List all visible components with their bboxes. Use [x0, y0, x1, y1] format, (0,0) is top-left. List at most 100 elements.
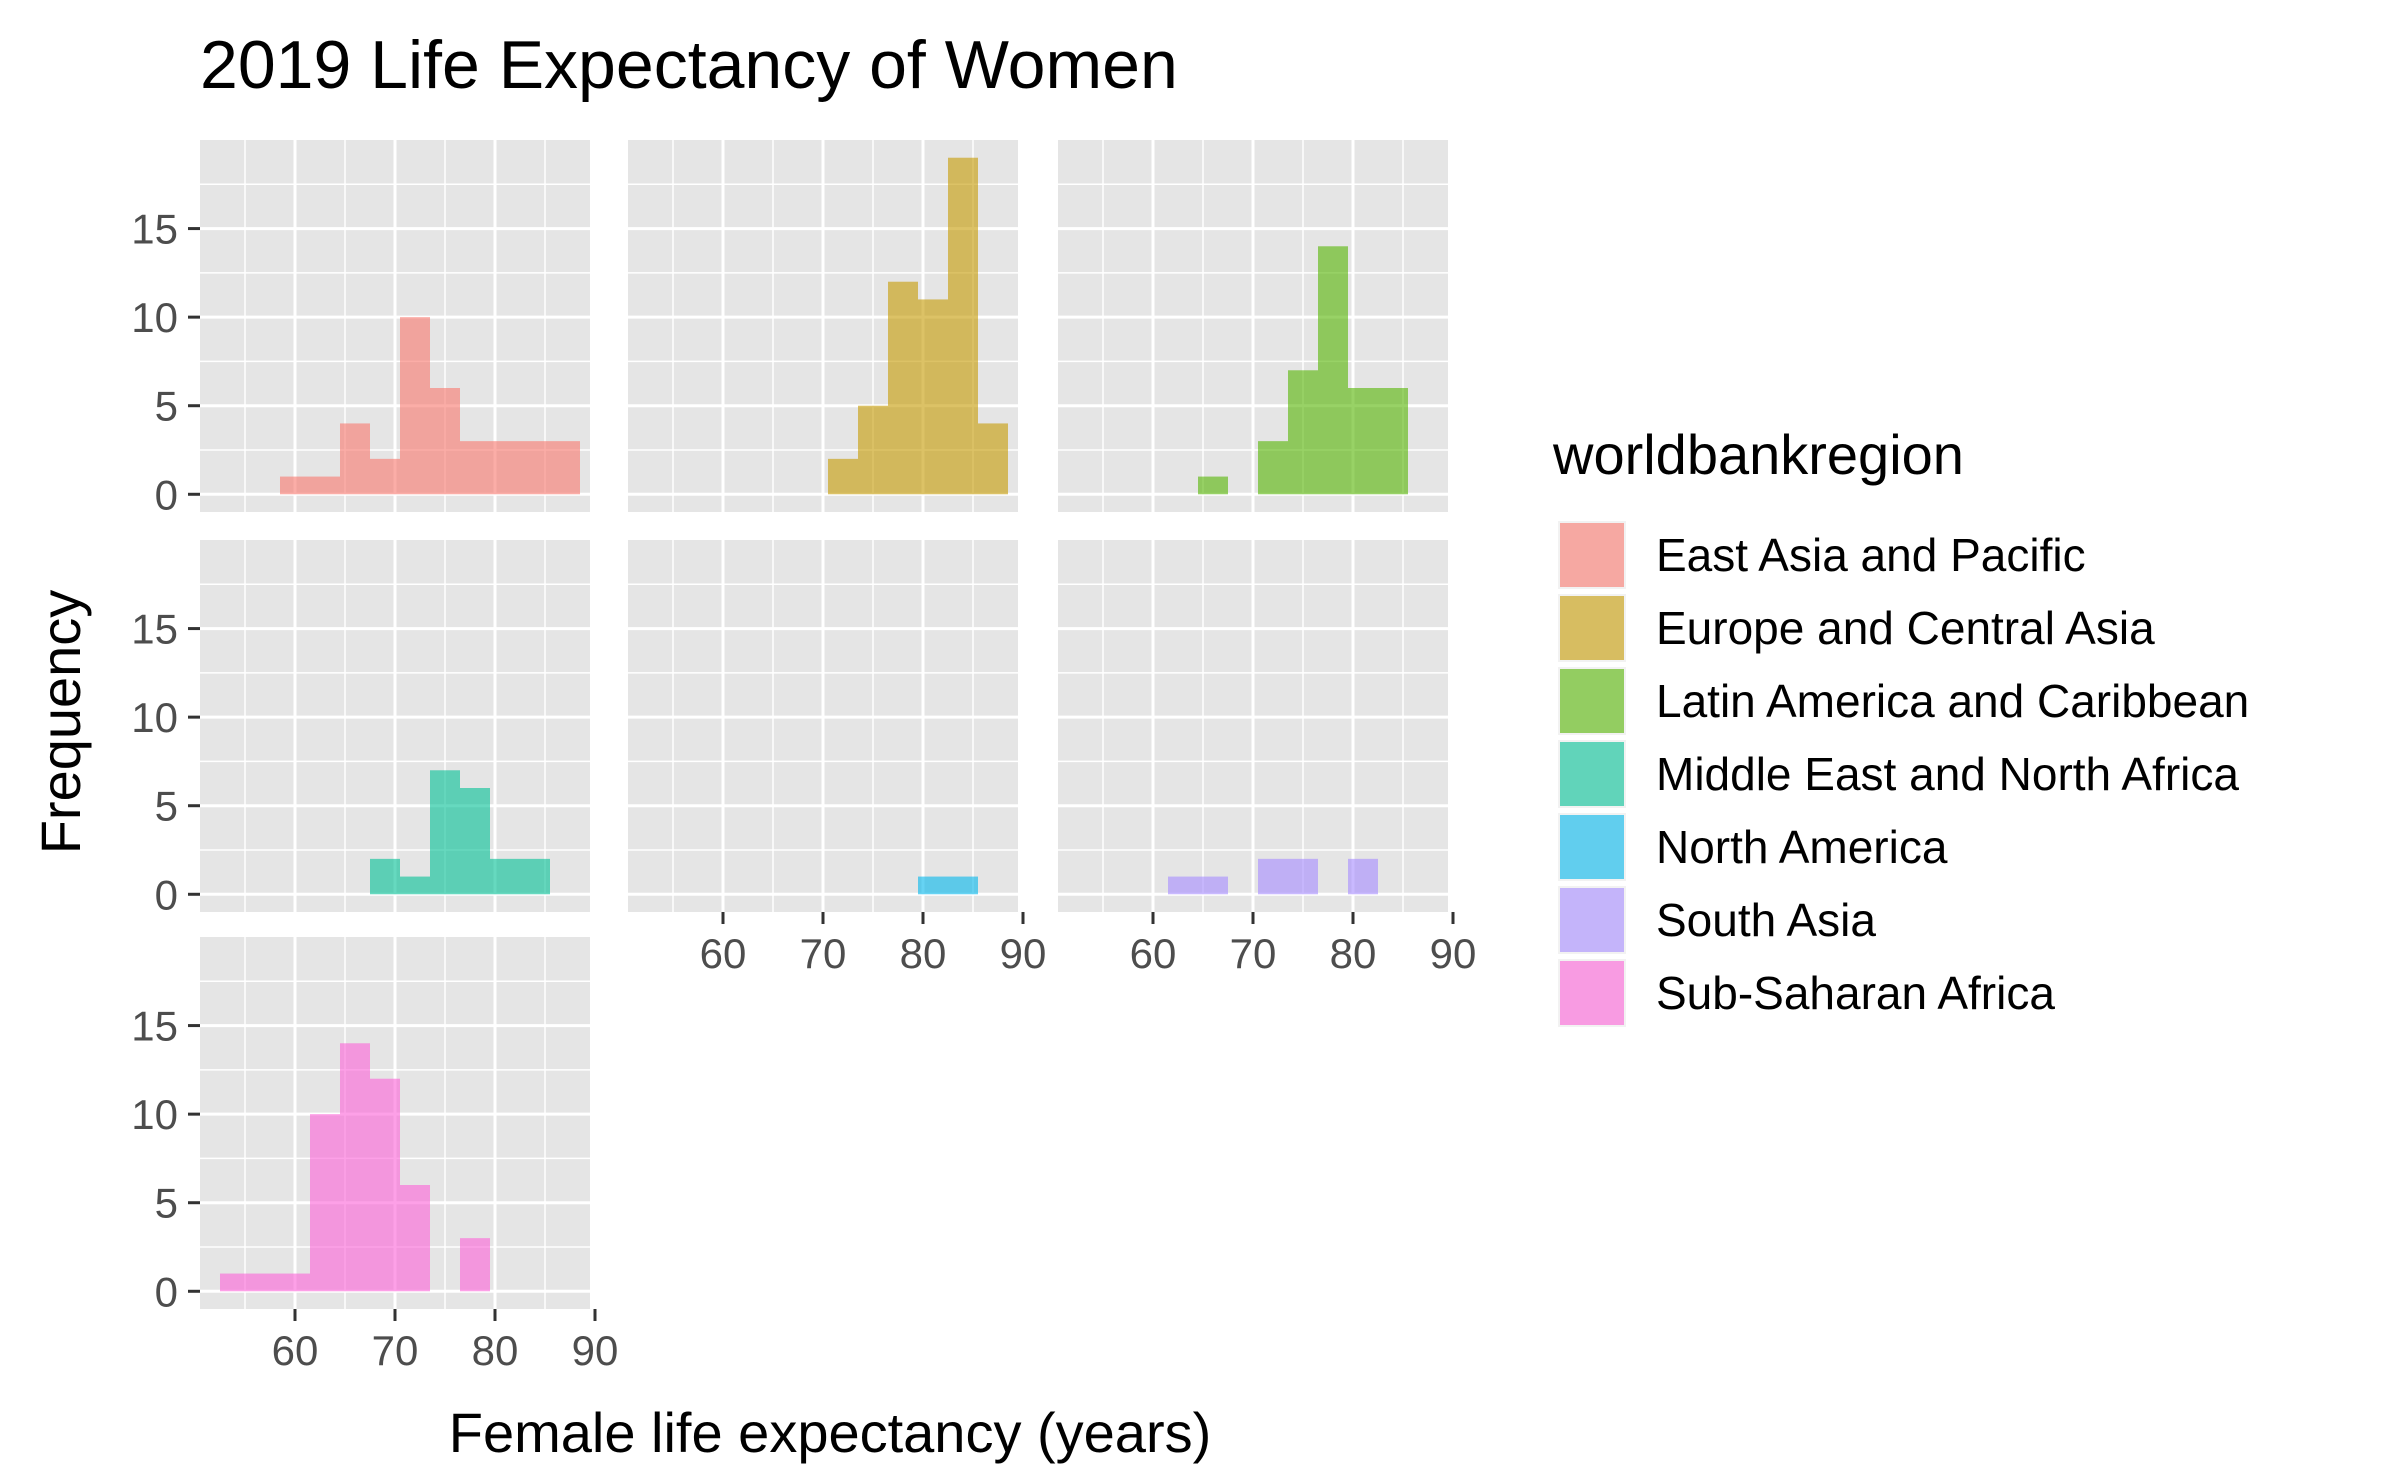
histogram-bar [918, 876, 948, 895]
histogram-bar [1198, 476, 1228, 495]
histogram-bar [400, 1185, 430, 1292]
x-tick-label: 70 [1230, 930, 1277, 977]
histogram-bar [460, 1238, 490, 1292]
facet-panel [628, 540, 1025, 912]
legend-swatch [1560, 596, 1624, 660]
histogram-bar [250, 1273, 280, 1292]
y-tick-label: 5 [155, 1180, 178, 1227]
facet-panel [200, 140, 597, 512]
histogram-bar [520, 441, 550, 495]
legend-swatch [1560, 815, 1624, 879]
histogram-bar [460, 441, 490, 495]
x-tick-label: 80 [1330, 930, 1377, 977]
legend-item: Latin America and Caribbean [1558, 667, 2249, 735]
legend-item: Sub-Saharan Africa [1558, 959, 2055, 1027]
histogram-bar [918, 299, 948, 495]
histogram-bar [370, 458, 400, 495]
histogram-bar [1348, 858, 1378, 895]
x-tick-label: 60 [700, 930, 747, 977]
legend-swatch [1560, 523, 1624, 587]
histogram-bar [858, 405, 888, 495]
x-axes: 60 70 80 90 60 70 80 90 60 70 80 90 [272, 912, 1477, 1374]
legend-item: East Asia and Pacific [1558, 521, 2086, 589]
legend-label: Sub-Saharan Africa [1656, 967, 2055, 1019]
histogram-bar [400, 876, 430, 895]
histogram-bar [550, 441, 580, 495]
legend-label: South Asia [1656, 894, 1876, 946]
y-tick-label: 15 [131, 1003, 178, 1050]
x-tick-label: 90 [1000, 930, 1047, 977]
histogram-bar [828, 458, 858, 495]
histogram-bar [1258, 858, 1288, 895]
histogram-bar [490, 858, 520, 895]
y-tick-label: 15 [131, 606, 178, 653]
legend-title: worldbankregion [1552, 423, 1964, 486]
y-tick-label: 0 [155, 871, 178, 918]
histogram-bar [520, 858, 550, 895]
x-axis-title: Female life expectancy (years) [449, 1401, 1212, 1464]
legend-swatch [1560, 888, 1624, 952]
x-tick-label: 70 [372, 1327, 419, 1374]
legend-items: East Asia and Pacific Europe and Central … [1558, 521, 2249, 1027]
histogram-bar [1318, 246, 1348, 495]
histogram-bar [430, 770, 460, 895]
histogram-bar [978, 423, 1008, 495]
histogram-bar [370, 858, 400, 895]
legend-label: Middle East and North Africa [1656, 748, 2239, 800]
legend-swatch [1560, 742, 1624, 806]
legend-swatch [1560, 961, 1624, 1025]
facet-panels [200, 140, 1455, 1309]
histogram-bar [280, 1273, 310, 1292]
histogram-bar [400, 317, 430, 495]
legend-item: South Asia [1558, 886, 1876, 954]
legend-label: Europe and Central Asia [1656, 602, 2155, 654]
y-tick-label: 0 [155, 1268, 178, 1315]
legend-label: North America [1656, 821, 1948, 873]
facet-panel [1058, 140, 1455, 512]
x-tick-label: 90 [1430, 930, 1477, 977]
facet-panel [628, 140, 1025, 512]
histogram-bar [1168, 876, 1198, 895]
legend-item: Middle East and North Africa [1558, 740, 2239, 808]
y-tick-label: 10 [131, 294, 178, 341]
histogram-bar [340, 1043, 370, 1292]
y-tick-label: 0 [155, 471, 178, 518]
x-tick-label: 80 [900, 930, 947, 977]
histogram-bar [948, 157, 978, 495]
x-tick-label: 80 [472, 1327, 519, 1374]
chart-title: 2019 Life Expectancy of Women [200, 27, 1178, 103]
facet-panel [200, 937, 597, 1309]
y-axis-title: Frequency [29, 590, 92, 855]
y-tick-label: 10 [131, 1091, 178, 1138]
x-tick-label: 90 [572, 1327, 619, 1374]
legend-swatch [1560, 669, 1624, 733]
histogram-bar [370, 1078, 400, 1292]
facet-panel [1058, 540, 1455, 912]
histogram-bar [310, 1114, 340, 1292]
histogram-bar [1258, 441, 1288, 495]
y-tick-label: 5 [155, 383, 178, 430]
histogram-bar [340, 423, 370, 495]
legend-label: Latin America and Caribbean [1656, 675, 2249, 727]
facet-panel [200, 540, 597, 912]
x-tick-label: 60 [1130, 930, 1177, 977]
histogram-bar [1288, 370, 1318, 495]
histogram-bar [1288, 858, 1318, 895]
histogram-bar [1348, 388, 1378, 495]
x-tick-label: 60 [272, 1327, 319, 1374]
y-tick-label: 5 [155, 783, 178, 830]
histogram-bar [460, 788, 490, 895]
legend-label: East Asia and Pacific [1656, 529, 2086, 581]
legend-item: North America [1558, 813, 1948, 881]
histogram-bar [1198, 876, 1228, 895]
y-axes: 0 5 10 15 0 5 10 15 0 5 10 15 [131, 206, 200, 1315]
histogram-bar [888, 281, 918, 495]
histogram-bar [430, 388, 460, 495]
y-tick-label: 15 [131, 206, 178, 253]
histogram-bar [280, 476, 310, 495]
histogram-bar [310, 476, 340, 495]
y-tick-label: 10 [131, 694, 178, 741]
histogram-bar [220, 1273, 250, 1292]
legend: worldbankregion East Asia and Pacific Eur… [1552, 423, 2249, 1027]
